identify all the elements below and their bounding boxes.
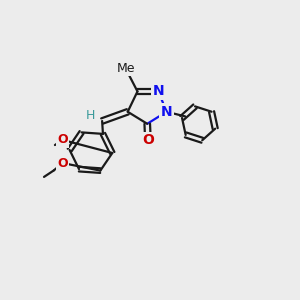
Text: N: N <box>161 105 172 119</box>
Text: H: H <box>86 109 95 122</box>
Text: O: O <box>142 134 154 147</box>
Text: O: O <box>57 157 68 169</box>
Text: N: N <box>153 84 164 98</box>
Text: O: O <box>57 134 68 146</box>
Text: Me: Me <box>117 62 135 75</box>
